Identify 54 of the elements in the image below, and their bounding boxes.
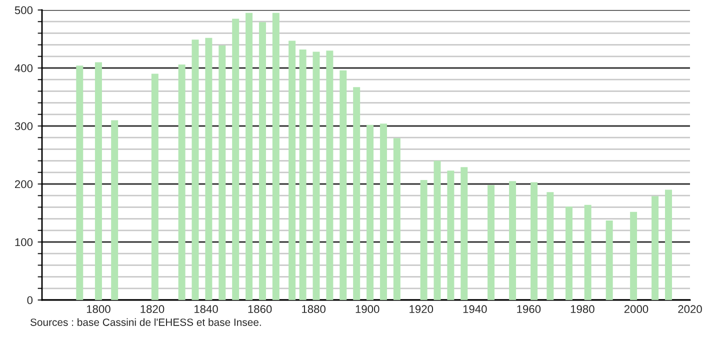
bar xyxy=(652,196,659,300)
bar xyxy=(353,87,360,300)
bar xyxy=(460,167,468,300)
bar xyxy=(94,62,102,300)
bar xyxy=(205,38,212,300)
x-tick-label: 2020 xyxy=(678,305,702,314)
bar xyxy=(566,206,572,300)
x-tick-label: 1920 xyxy=(410,305,434,314)
bar xyxy=(76,66,84,300)
x-tick-label: 1960 xyxy=(517,305,541,314)
bar xyxy=(192,40,199,300)
bar xyxy=(447,170,454,300)
bar xyxy=(218,45,226,300)
bar xyxy=(546,192,554,300)
y-tick-label: 100 xyxy=(15,238,33,246)
bar xyxy=(111,120,118,300)
bar xyxy=(630,212,638,300)
bar xyxy=(434,160,441,300)
x-tick-label: 1900 xyxy=(356,305,380,314)
bar xyxy=(584,204,592,300)
bar xyxy=(380,124,387,300)
bar xyxy=(509,181,516,300)
bar xyxy=(340,70,347,300)
bar xyxy=(326,50,334,300)
bar xyxy=(393,138,400,300)
bar xyxy=(246,12,253,300)
bar xyxy=(288,40,296,300)
bar xyxy=(312,52,320,300)
x-tick-label: 1800 xyxy=(86,305,110,314)
bar xyxy=(530,182,538,300)
y-tick-label: 200 xyxy=(14,180,33,188)
bar xyxy=(420,180,428,300)
x-tick-label: 1820 xyxy=(140,305,164,314)
y-tick-label: 400 xyxy=(14,64,33,72)
y-tick-label: 0 xyxy=(27,296,33,304)
bar xyxy=(232,18,240,300)
x-tick-label: 1940 xyxy=(463,305,487,314)
bar xyxy=(664,190,672,300)
y-tick-label: 500 xyxy=(14,6,33,14)
x-tick-label: 1980 xyxy=(570,305,594,314)
y-tick-label: 300 xyxy=(14,122,33,130)
bar xyxy=(606,220,613,300)
x-tick-label: 2000 xyxy=(624,305,648,314)
bar xyxy=(151,74,158,300)
x-tick-label: 1880 xyxy=(302,305,326,314)
bar xyxy=(299,49,306,300)
bar xyxy=(488,185,495,300)
bar xyxy=(258,22,266,300)
bar xyxy=(178,64,186,300)
x-tick-label: 1840 xyxy=(194,305,218,314)
bar xyxy=(272,12,280,300)
x-tick-label: 1860 xyxy=(248,305,272,314)
bar xyxy=(366,124,374,300)
source-note: Sources : base Cassini de l'EHESS et base Insee. xyxy=(30,318,261,326)
